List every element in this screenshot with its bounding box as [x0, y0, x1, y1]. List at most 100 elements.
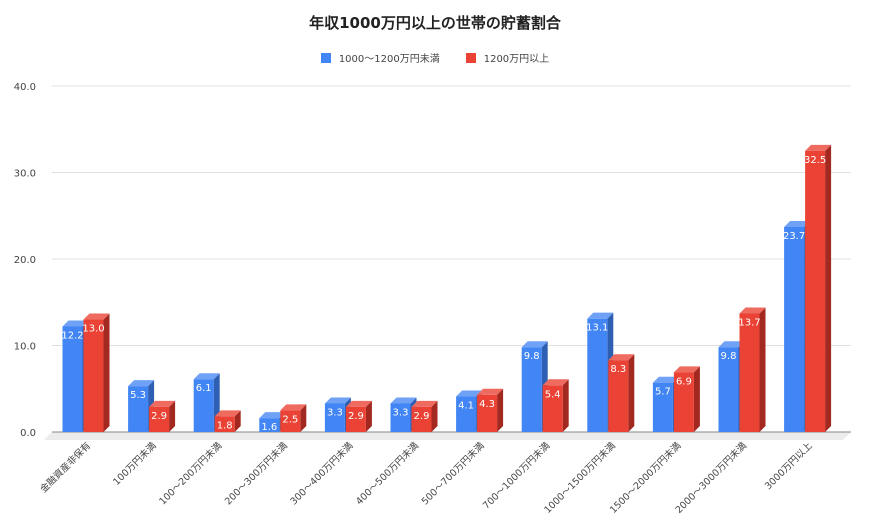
- bar-value-label: 2.9: [151, 411, 167, 422]
- bar-top: [477, 388, 504, 395]
- bar-top: [193, 373, 220, 380]
- bar-series-2[interactable]: 2.9: [149, 400, 176, 432]
- bar-front: [477, 394, 498, 432]
- bar-front: [214, 416, 235, 432]
- bar-front: [587, 318, 608, 432]
- x-category-label: 200〜300万円未満: [222, 439, 290, 507]
- bar-series-2[interactable]: 2.9: [345, 400, 372, 432]
- bar-value-label: 2.9: [414, 411, 430, 422]
- legend-swatch-blue: [320, 52, 331, 63]
- bar-value-label: 8.3: [610, 364, 626, 375]
- chart-legend: 1000〜1200万円未満 1200万円以上: [0, 50, 870, 65]
- bar-front: [324, 403, 345, 432]
- bar-front: [805, 150, 826, 432]
- bar-front: [521, 347, 542, 432]
- bar-front: [128, 386, 149, 432]
- bar-top: [324, 397, 351, 404]
- bar-side: [562, 379, 569, 432]
- y-tick-label: 20.0: [14, 255, 36, 266]
- x-category-label: 100〜200万円未満: [157, 439, 225, 507]
- bar-value-label: 13.7: [738, 317, 760, 328]
- bar-front: [718, 347, 739, 432]
- bar-value-label: 3.3: [393, 407, 409, 418]
- x-category-label: 金融資産非保有: [38, 440, 94, 496]
- bar-series-2[interactable]: 1.8: [214, 410, 241, 432]
- bar-series-2[interactable]: 4.3: [477, 388, 504, 432]
- bar-series-2[interactable]: 6.9: [673, 366, 700, 432]
- legend-item-series-1[interactable]: 1000〜1200万円未満: [320, 50, 440, 65]
- bar-top: [652, 376, 679, 383]
- bar-side: [497, 388, 504, 432]
- bar-top: [128, 380, 155, 387]
- y-tick-label: 0.0: [20, 428, 36, 439]
- chart-floor: [44, 432, 851, 440]
- y-tick-label: 10.0: [14, 342, 36, 353]
- bar-front: [149, 406, 170, 432]
- bar-group: 1.6 2.5: [259, 404, 307, 433]
- bar-top: [456, 390, 483, 397]
- bar-series-2[interactable]: 13.0: [82, 313, 110, 432]
- bar-series-2[interactable]: 8.3: [608, 354, 635, 432]
- bar-top: [587, 312, 614, 319]
- bar-series-2[interactable]: 2.5: [280, 404, 307, 432]
- x-category-label: 3000万円以上: [763, 440, 815, 492]
- bar-top: [280, 404, 307, 411]
- bar-group: 3.3 2.9: [390, 397, 438, 432]
- bar-value-label: 1.8: [217, 420, 233, 431]
- bar-value-label: 4.3: [479, 399, 495, 410]
- bar-front: [608, 360, 629, 432]
- bar-value-label: 3.3: [327, 407, 343, 418]
- bar-top: [718, 341, 745, 348]
- bar-value-label: 1.6: [261, 422, 277, 433]
- legend-item-series-2[interactable]: 1200万円以上: [465, 50, 550, 65]
- bar-value-label: 9.8: [721, 351, 737, 362]
- bar-front: [411, 406, 432, 432]
- bar-value-label: 5.4: [545, 389, 561, 400]
- bar-side: [300, 404, 307, 432]
- bar-front: [280, 410, 301, 432]
- bar-side: [431, 400, 438, 432]
- bar-group: 5.3 2.9: [128, 380, 176, 432]
- bar-group: 3.3 2.9: [324, 397, 372, 432]
- y-tick-label: 40.0: [14, 82, 36, 93]
- bar-side: [759, 307, 766, 432]
- x-category-label: 1500〜2000万円未満: [607, 439, 684, 516]
- bar-group: 5.7 6.9: [652, 366, 700, 432]
- bar-top: [62, 320, 89, 327]
- legend-label: 1200万円以上: [483, 54, 550, 65]
- bar-value-label: 6.1: [196, 383, 212, 394]
- bar-top: [784, 220, 811, 227]
- bar-top: [542, 379, 569, 386]
- bar-side: [628, 354, 635, 432]
- x-category-label: 500〜700万円未満: [419, 439, 487, 507]
- bar-value-label: 12.2: [61, 330, 83, 341]
- bar-top: [83, 313, 110, 320]
- bar-value-label: 32.5: [804, 155, 826, 166]
- bar-top: [390, 397, 417, 404]
- bar-series-1[interactable]: 6.1: [193, 373, 220, 432]
- bar-top: [673, 366, 700, 373]
- x-category-label: 1000〜1500万円未満: [542, 439, 619, 516]
- bar-group: 13.1 8.3: [586, 312, 635, 432]
- bar-top: [345, 400, 372, 407]
- bar-group: 9.8 13.7: [718, 307, 766, 432]
- bar-side: [365, 400, 372, 432]
- bar-side: [103, 313, 110, 432]
- bar-value-label: 5.7: [655, 387, 671, 398]
- bar-side: [234, 410, 241, 432]
- bar-top: [608, 354, 635, 361]
- bar-series-2[interactable]: 2.9: [411, 400, 438, 432]
- bar-top: [739, 307, 766, 314]
- bar-series-2[interactable]: 5.4: [542, 379, 569, 432]
- bar-top: [805, 144, 832, 151]
- bar-value-label: 9.8: [524, 351, 540, 362]
- chart-title: 年収1000万円以上の世帯の貯蓄割合: [309, 14, 561, 32]
- bar-front: [456, 396, 477, 432]
- bar-series-2[interactable]: 13.7: [738, 307, 766, 432]
- bar-series-2[interactable]: 32.5: [804, 144, 832, 432]
- legend-label: 1000〜1200万円未満: [338, 54, 440, 65]
- bar-value-label: 23.7: [783, 231, 805, 242]
- bar-group: 6.1 1.8: [193, 373, 241, 432]
- bar-top: [214, 410, 241, 417]
